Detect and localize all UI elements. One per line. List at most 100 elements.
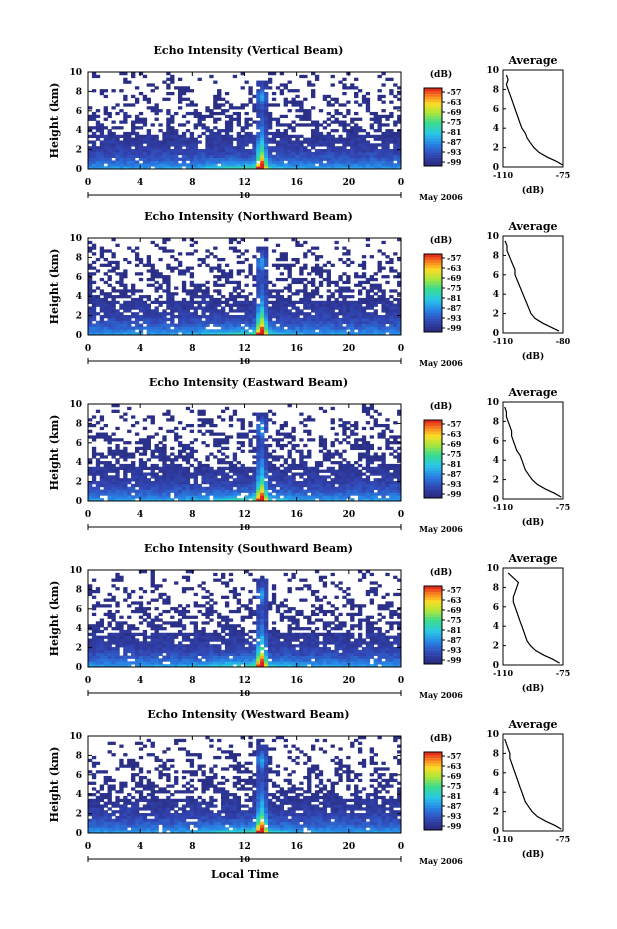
heatmap-cell bbox=[213, 134, 218, 139]
heatmap-cell bbox=[91, 438, 97, 442]
heatmap-cell bbox=[307, 297, 312, 302]
heatmap-cell bbox=[185, 406, 191, 411]
heatmap-cell bbox=[205, 481, 210, 485]
heatmap-cell bbox=[88, 306, 93, 310]
heatmap-cell bbox=[95, 649, 101, 654]
heatmap-cell bbox=[389, 289, 394, 293]
heatmap-cell bbox=[217, 140, 222, 144]
y-tick-label: 6 bbox=[76, 107, 82, 117]
heatmap-cell bbox=[111, 655, 116, 659]
heatmap-cell bbox=[174, 309, 179, 313]
heatmap-cell bbox=[158, 326, 163, 330]
colorbar-segment bbox=[424, 284, 442, 288]
heatmap-cell bbox=[170, 157, 175, 161]
profile-line bbox=[504, 240, 560, 332]
heatmap-cell bbox=[271, 475, 277, 479]
panel-1: Echo Intensity (Vertical Beam)Height (km… bbox=[48, 44, 570, 202]
heatmap-cell bbox=[127, 649, 132, 654]
heatmap-cell bbox=[240, 315, 245, 319]
heatmap-cell bbox=[181, 469, 187, 473]
heatmap-cell bbox=[154, 111, 159, 116]
heatmap-cell bbox=[158, 475, 163, 479]
heatmap-cell bbox=[91, 149, 97, 153]
heatmap-cell bbox=[99, 489, 105, 493]
heatmap-cell bbox=[103, 166, 108, 170]
heatmap-cell bbox=[357, 326, 363, 330]
heatmap-cell bbox=[127, 492, 132, 496]
heatmap-cell bbox=[322, 452, 328, 456]
heatmap-cell bbox=[299, 483, 304, 488]
heatmap-cell bbox=[213, 472, 218, 476]
heatmap-cell bbox=[311, 137, 316, 141]
heatmap-cell bbox=[256, 423, 261, 428]
heatmap-cell bbox=[252, 160, 257, 164]
heatmap-cell bbox=[123, 469, 128, 473]
heatmap-cell bbox=[138, 315, 144, 319]
heatmap-cell bbox=[240, 238, 245, 242]
heatmap-cell bbox=[342, 280, 347, 285]
heatmap-cell bbox=[127, 309, 132, 313]
heatmap-cell bbox=[103, 157, 108, 161]
heatmap-cell bbox=[197, 423, 202, 428]
heatmap-cell bbox=[318, 266, 324, 270]
heatmap-cell bbox=[385, 255, 390, 259]
heatmap-cell bbox=[326, 303, 331, 307]
heatmap-cell bbox=[354, 126, 359, 130]
heatmap-cell bbox=[205, 154, 210, 158]
heatmap-cell bbox=[252, 143, 257, 147]
heatmap-cell bbox=[162, 472, 167, 476]
heatmap-cell bbox=[138, 154, 144, 158]
heatmap-cell bbox=[338, 461, 343, 465]
heatmap-cell bbox=[264, 260, 269, 265]
heatmap-cell bbox=[115, 641, 120, 645]
heatmap-cell bbox=[314, 263, 320, 267]
heatmap-cell bbox=[260, 280, 265, 285]
heatmap-cell bbox=[393, 143, 398, 147]
heatmap-cell bbox=[248, 475, 253, 479]
heatmap-cell bbox=[260, 300, 265, 305]
heatmap-cell bbox=[189, 243, 195, 247]
heatmap-cell bbox=[224, 120, 230, 124]
heatmap-cell bbox=[115, 126, 120, 130]
heatmap-cell bbox=[373, 472, 378, 476]
heatmap-cell bbox=[318, 154, 324, 158]
heatmap-cell bbox=[107, 652, 112, 656]
heatmap-cell bbox=[377, 481, 382, 485]
heatmap-cell bbox=[287, 435, 292, 439]
heatmap-cell bbox=[299, 495, 304, 499]
heatmap-cell bbox=[127, 329, 132, 333]
heatmap-cell bbox=[252, 94, 257, 99]
heatmap-cell bbox=[342, 320, 347, 324]
heatmap-cell bbox=[174, 466, 179, 471]
heatmap-cell bbox=[318, 149, 324, 153]
heatmap-cell bbox=[244, 157, 249, 161]
heatmap-cell bbox=[170, 429, 175, 433]
heatmap-cell bbox=[88, 312, 93, 316]
heatmap-cell bbox=[91, 260, 97, 265]
heatmap-cell bbox=[260, 129, 265, 133]
colorbar-segment bbox=[424, 152, 442, 156]
heatmap-cell bbox=[326, 297, 331, 302]
heatmap-cell bbox=[397, 455, 402, 459]
heatmap-cell bbox=[217, 106, 222, 110]
heatmap-cell bbox=[201, 157, 206, 161]
heatmap-cell bbox=[119, 578, 124, 582]
heatmap-cell bbox=[209, 423, 214, 428]
heatmap-cell bbox=[377, 163, 382, 167]
heatmap-cell bbox=[291, 486, 296, 490]
heatmap-cell bbox=[365, 151, 371, 156]
heatmap-cell bbox=[381, 481, 386, 485]
heatmap-cell bbox=[134, 272, 140, 276]
heatmap-cell bbox=[123, 641, 128, 645]
heatmap-cell bbox=[314, 332, 320, 336]
heatmap-cell bbox=[287, 492, 292, 496]
colorbar-tick-label: -57 bbox=[447, 419, 461, 429]
heatmap-cell bbox=[177, 146, 183, 150]
colorbar-segment bbox=[424, 304, 442, 308]
heatmap-cell bbox=[142, 120, 148, 124]
heatmap-cell bbox=[170, 154, 175, 158]
panel-title: Echo Intensity (Southward Beam) bbox=[144, 542, 353, 555]
heatmap-cell bbox=[244, 300, 249, 305]
heatmap-cell bbox=[244, 323, 249, 327]
heatmap-cell bbox=[123, 489, 128, 493]
